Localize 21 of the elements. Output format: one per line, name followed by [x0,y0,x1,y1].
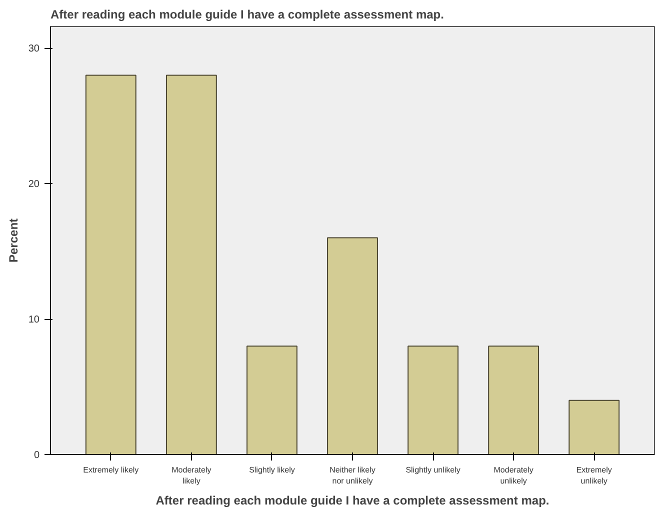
y-tick-label: 10 [28,314,40,326]
x-tick-label: Moderately unlikely [494,466,534,486]
x-tick-label: Neither likely nor unlikely [330,466,376,486]
x-tick-label: Slightly unlikely [406,466,460,474]
x-tick-label: Slightly likely [249,466,295,474]
bar [246,346,298,454]
bar [85,74,136,454]
y-tick-label: 0 [34,450,40,461]
x-tick-label: Extremely likely [83,466,139,474]
chart-title: After reading each module guide I have a complete assessment map. [50,8,444,22]
x-tick-label: Extremely unlikely [576,466,612,486]
x-axis-title: After reading each module guide I have a complete assessment map. [156,493,550,508]
bar [568,400,620,454]
bar [408,346,458,454]
y-axis-title: Percent [6,218,20,263]
x-tick-label: Moderately likely [172,466,212,486]
bar [488,346,540,454]
bar [166,74,217,454]
y-tick-label: 20 [28,179,40,190]
bar [327,237,378,454]
y-tick-label: 30 [28,44,40,55]
